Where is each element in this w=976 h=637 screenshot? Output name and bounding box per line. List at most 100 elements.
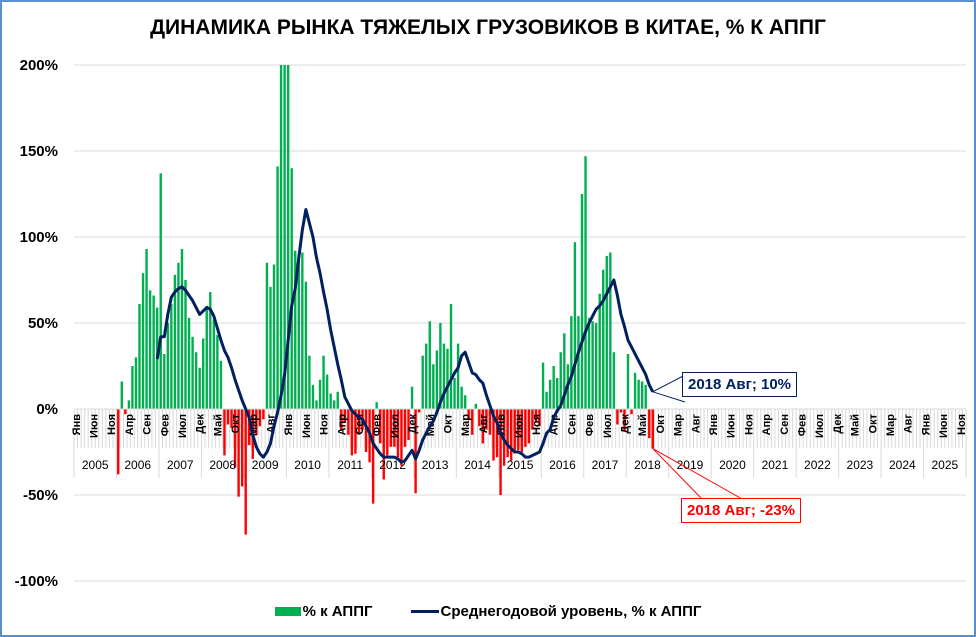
bar-label-leader [652, 448, 743, 500]
bar [587, 317, 591, 409]
bar [474, 403, 477, 409]
x-tick-label-year: 2011 [337, 458, 363, 472]
bar [276, 166, 279, 409]
bar [439, 323, 442, 409]
bar [134, 357, 138, 409]
x-tick-label-year: 2015 [507, 458, 534, 472]
bar [556, 378, 559, 409]
bar [432, 364, 435, 409]
bar [325, 374, 329, 409]
bar [584, 156, 587, 409]
line-label-leader [651, 374, 686, 403]
x-tick-label-year: 2014 [464, 458, 491, 472]
bar [640, 381, 644, 409]
bar [230, 409, 233, 428]
bar [633, 372, 637, 409]
x-tick-label-month: Май [850, 414, 862, 436]
bar [623, 409, 626, 432]
bar [205, 305, 208, 409]
x-tick-label-month: Мар [885, 414, 897, 436]
bar [619, 409, 623, 413]
bar [226, 409, 230, 425]
bar [194, 352, 198, 409]
bar [286, 65, 290, 409]
x-tick-label-year: 2022 [804, 458, 831, 472]
bar [301, 252, 304, 409]
bar [294, 250, 297, 409]
bar [612, 352, 616, 409]
bar [626, 353, 630, 409]
bar [304, 281, 308, 409]
x-tick-label-year: 2021 [762, 458, 789, 472]
x-tick-label-month: Фев [372, 414, 384, 437]
bar [407, 409, 410, 440]
bar [272, 264, 276, 409]
bar [138, 304, 141, 409]
bar [145, 249, 148, 409]
bar [644, 384, 647, 409]
bar [255, 409, 258, 435]
y-tick-label: 100% [20, 229, 58, 246]
x-tick-label-month: Сен [142, 414, 154, 435]
legend: % к АППГ Среднегодовой уровень, % к АППГ [2, 603, 974, 620]
bar [527, 409, 531, 444]
bar [425, 343, 428, 409]
x-tick-label-month: Окт [442, 413, 454, 433]
bar [520, 409, 524, 452]
bar [531, 409, 534, 430]
bar [343, 409, 347, 423]
bar [159, 173, 162, 409]
y-tick-label: -100% [15, 573, 58, 590]
bar [311, 384, 315, 409]
bar [283, 65, 286, 409]
bar [248, 409, 251, 446]
x-tick-label-year: 2024 [889, 458, 916, 472]
y-tick-label: 150% [20, 143, 58, 160]
bar [163, 353, 166, 409]
x-tick-label-month: Дек [832, 414, 844, 434]
x-tick-label-year: 2019 [677, 458, 704, 472]
bar [322, 355, 325, 409]
bar [258, 409, 262, 427]
bar-data-label-text: 2018 Авг; -23% [687, 502, 796, 519]
bar [237, 409, 240, 497]
x-tick-label-month: Мар [460, 414, 472, 436]
bar [509, 409, 513, 461]
bar [202, 338, 205, 409]
bar [534, 409, 538, 423]
bar [329, 393, 332, 409]
bar [371, 409, 375, 504]
y-tick-label: 50% [28, 315, 58, 332]
bar [124, 409, 127, 415]
bar [648, 409, 651, 439]
bar [375, 402, 378, 409]
bar [141, 273, 145, 409]
legend-item-bars: % к АППГ [274, 603, 373, 620]
bar [637, 379, 640, 409]
bar [463, 395, 467, 409]
bar [318, 379, 322, 409]
x-tick-label-month: Ноя [106, 414, 118, 435]
bar [187, 317, 191, 409]
bar [379, 409, 382, 444]
bar [580, 194, 584, 409]
bar [513, 409, 516, 451]
x-tick-label-month: Май [212, 414, 224, 436]
bar [559, 352, 562, 409]
line-data-label: 2018 Авг; 10% [682, 372, 798, 397]
x-tick-label-year: 2013 [422, 458, 449, 472]
bar [396, 409, 400, 458]
bar [170, 304, 173, 409]
legend-swatch-bar [274, 607, 301, 616]
x-tick-label-month: Авг [903, 414, 915, 434]
x-tick-label-month: Дек [619, 414, 631, 434]
bar [152, 295, 155, 409]
x-tick-label-month: Июл [602, 414, 614, 438]
x-tick-label-month: Сен [566, 414, 578, 435]
bar [602, 269, 605, 409]
x-tick-label-month: Апр [124, 414, 136, 436]
x-tick-label-month: Авг [478, 414, 490, 434]
bar [240, 409, 244, 487]
x-tick-label-month: Янв [71, 414, 83, 436]
bar [616, 409, 619, 425]
